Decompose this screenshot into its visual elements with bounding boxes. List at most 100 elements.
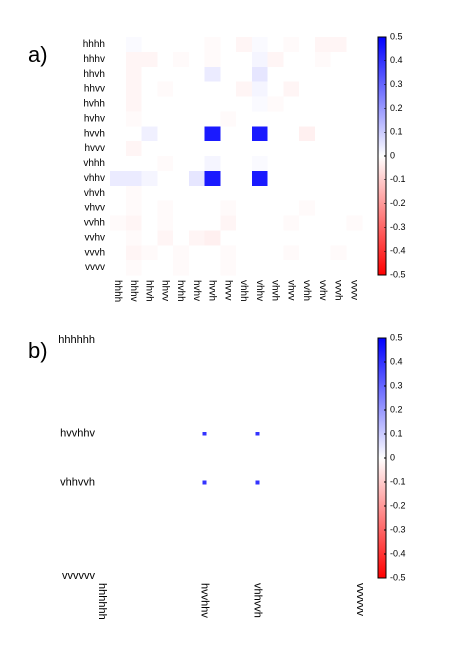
heatmap-cell [341,525,346,530]
heatmap-cell [247,390,252,395]
heatmap-cell [304,345,310,350]
heatmap-cell [255,409,260,414]
heatmap-cell [226,570,232,575]
heatmap-cell [165,443,170,448]
heatmap-cell [177,510,183,515]
heatmap-cell [177,386,183,391]
heatmap-cell [128,379,134,384]
heatmap-cell [271,424,277,429]
heatmap-cell [259,405,265,410]
heatmap-cell [210,551,215,556]
heatmap-cell [149,443,154,448]
heatmap-cell [296,461,301,466]
heatmap-cell [341,353,346,358]
heatmap-cell [276,536,281,541]
heatmap-cell [333,443,338,448]
heatmap-cell [316,368,322,373]
heatmap-cell [108,570,113,575]
heatmap-cell [218,570,224,575]
heatmap-cell [173,484,179,489]
heatmap-cell [231,518,236,523]
heatmap-cell [300,439,305,444]
heatmap-cell [236,200,253,216]
heatmap-cell [112,491,117,496]
heatmap-cell [271,570,277,575]
heatmap-cell [177,570,183,575]
heatmap-cell [185,533,191,538]
heatmap-cell [312,521,318,526]
heatmap-cell [104,536,109,541]
heatmap-cell [292,518,297,523]
heatmap-cell [220,215,237,231]
heatmap-cell [247,349,252,354]
heatmap-cell [190,371,195,376]
heatmap-cell [226,416,232,421]
heatmap-cell [280,488,285,493]
heatmap-cell [177,469,183,474]
heatmap-cell [226,364,232,369]
heatmap-cell [145,398,150,403]
heatmap-cell [349,536,355,541]
heatmap-cell [235,383,240,388]
heatmap-cell [112,551,117,556]
heatmap-cell [112,454,117,459]
heatmap-cell [169,510,174,515]
heatmap-cell [330,245,347,261]
heatmap-cell [190,465,195,470]
heatmap-cell [304,503,310,508]
heatmap-cell [329,416,334,421]
heatmap-cell [345,398,351,403]
heatmap-cell [190,379,195,384]
heatmap-cell [243,529,248,534]
heatmap-cell [145,371,150,376]
heatmap-cell [202,439,207,444]
heatmap-cell [173,551,179,556]
heatmap-cell [120,341,125,346]
heatmap-cell [181,563,187,568]
heatmap-cell [206,420,211,425]
heatmap-cell [116,506,121,511]
heatmap-cell [333,551,338,556]
heatmap-cell [349,499,355,504]
heatmap-cell [300,510,305,515]
heatmap-cell [173,491,179,496]
heatmap-cell [190,506,195,511]
heatmap-cell [116,371,121,376]
heatmap-cell [165,533,170,538]
heatmap-cell [329,375,334,380]
heatmap-cell [276,364,281,369]
heatmap-cell [312,503,318,508]
heatmap-cell [312,386,318,391]
heatmap-cell [251,383,256,388]
heatmap-cell [276,503,281,508]
heatmap-cell [210,428,215,433]
heatmap-cell [271,488,277,493]
heatmap-cell [206,461,211,466]
heatmap-cell [194,458,199,463]
heatmap-cell [214,454,220,459]
heatmap-cell [112,559,117,564]
heatmap-cell [165,480,170,485]
heatmap-cell [116,473,121,478]
heatmap-cell [132,566,138,571]
heatmap-cell [251,379,256,384]
heatmap-cell [337,458,342,463]
heatmap-cell [110,156,127,172]
heatmap-cell [206,353,211,358]
heatmap-cell [125,126,142,142]
heatmap-cell [259,473,265,478]
heatmap-cell [304,533,310,538]
heatmap-cell [312,540,318,545]
heatmap-cell [316,371,322,376]
heatmap-cell [284,416,289,421]
heatmap-cell [169,360,174,365]
heatmap-cell [308,439,314,444]
heatmap-cell [276,548,281,553]
heatmap-cell [349,401,355,406]
heatmap-cell [202,458,207,463]
heatmap-cell [222,428,228,433]
heatmap-cell [304,368,310,373]
heatmap-cell [226,563,232,568]
heatmap-cell [239,364,244,369]
heatmap-cell [132,428,138,433]
